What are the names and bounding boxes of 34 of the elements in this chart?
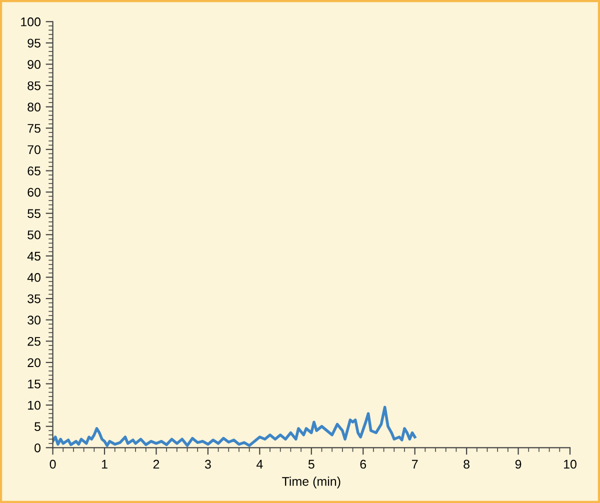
y-tick-label: 15 bbox=[28, 380, 40, 388]
x-tick-label: 8 bbox=[464, 460, 470, 469]
line-series bbox=[52, 406, 416, 447]
y-tick-label: 35 bbox=[28, 294, 40, 304]
x-tick-label: 6 bbox=[360, 460, 366, 469]
x-tick-label: 10 bbox=[564, 460, 576, 469]
x-tick-label: 9 bbox=[515, 460, 522, 469]
y-tick-label: 55 bbox=[28, 209, 40, 218]
y-tick-label: 95 bbox=[28, 38, 40, 48]
y-tick-label: 75 bbox=[28, 124, 40, 133]
y-tick-label: 80 bbox=[28, 102, 41, 112]
y-tick-label: 25 bbox=[28, 336, 40, 346]
y-tick-label: 60 bbox=[28, 188, 41, 197]
y-tick-label: 5 bbox=[34, 422, 40, 432]
x-tick-label: 4 bbox=[256, 460, 263, 469]
y-tick-label: 40 bbox=[27, 273, 41, 282]
y-tick-label: 65 bbox=[28, 166, 40, 176]
x-tick-label: 0 bbox=[50, 460, 56, 469]
y-tick-label: 45 bbox=[27, 252, 40, 261]
y-tick-label: 0 bbox=[34, 443, 41, 452]
x-axis-title: Time (min) bbox=[282, 476, 340, 488]
y-tick-label: 50 bbox=[28, 230, 41, 240]
y-tick-label: 20 bbox=[28, 358, 41, 368]
y-tick-label: 30 bbox=[28, 316, 41, 325]
y-tick-label: 85 bbox=[28, 81, 40, 90]
x-tick-label: 3 bbox=[204, 460, 211, 469]
y-tick-label: 90 bbox=[28, 60, 41, 69]
y-tick-label: 100 bbox=[21, 17, 41, 26]
x-tick-label: 5 bbox=[308, 460, 314, 469]
x-tick-label: 1 bbox=[102, 460, 108, 469]
y-tick-label: 10 bbox=[28, 400, 41, 410]
y-tick-label: 70 bbox=[28, 145, 41, 154]
x-tick-label: 7 bbox=[412, 460, 418, 469]
x-tick-label: 2 bbox=[153, 460, 160, 469]
